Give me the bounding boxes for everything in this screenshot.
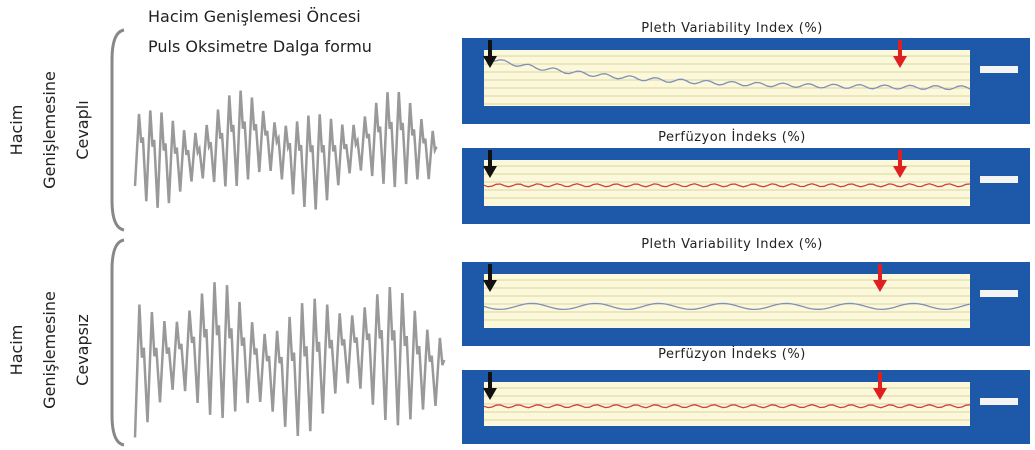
label-box xyxy=(980,398,1018,405)
side-label: Hacim xyxy=(7,325,26,376)
side-label: Cevapsız xyxy=(73,314,92,386)
bracket xyxy=(112,30,124,230)
side-label: Genişlemesine xyxy=(40,71,59,189)
header-line: Puls Oksimetre Dalga formu xyxy=(148,37,372,56)
pleth-waveform xyxy=(135,282,444,437)
figure: Hacim Genişlemesi Öncesi Puls Oksimetre … xyxy=(0,0,1035,450)
label-box xyxy=(980,290,1018,297)
header-line: Hacim Genişlemesi Öncesi xyxy=(148,7,361,26)
side-label: Hacim xyxy=(7,105,26,156)
side-label: Genişlemesine xyxy=(40,291,59,409)
side-label: Cevaplı xyxy=(73,100,92,159)
panel-title: Perfüzyon İndeks (%) xyxy=(658,129,806,145)
bracket xyxy=(112,240,124,445)
panel-title: Perfüzyon İndeks (%) xyxy=(658,346,806,362)
label-box xyxy=(980,66,1018,73)
panel-title: Pleth Variability Index (%) xyxy=(641,237,823,252)
pleth-waveform xyxy=(135,91,437,210)
panel-title: Pleth Variability Index (%) xyxy=(641,21,823,36)
label-box xyxy=(980,176,1018,183)
